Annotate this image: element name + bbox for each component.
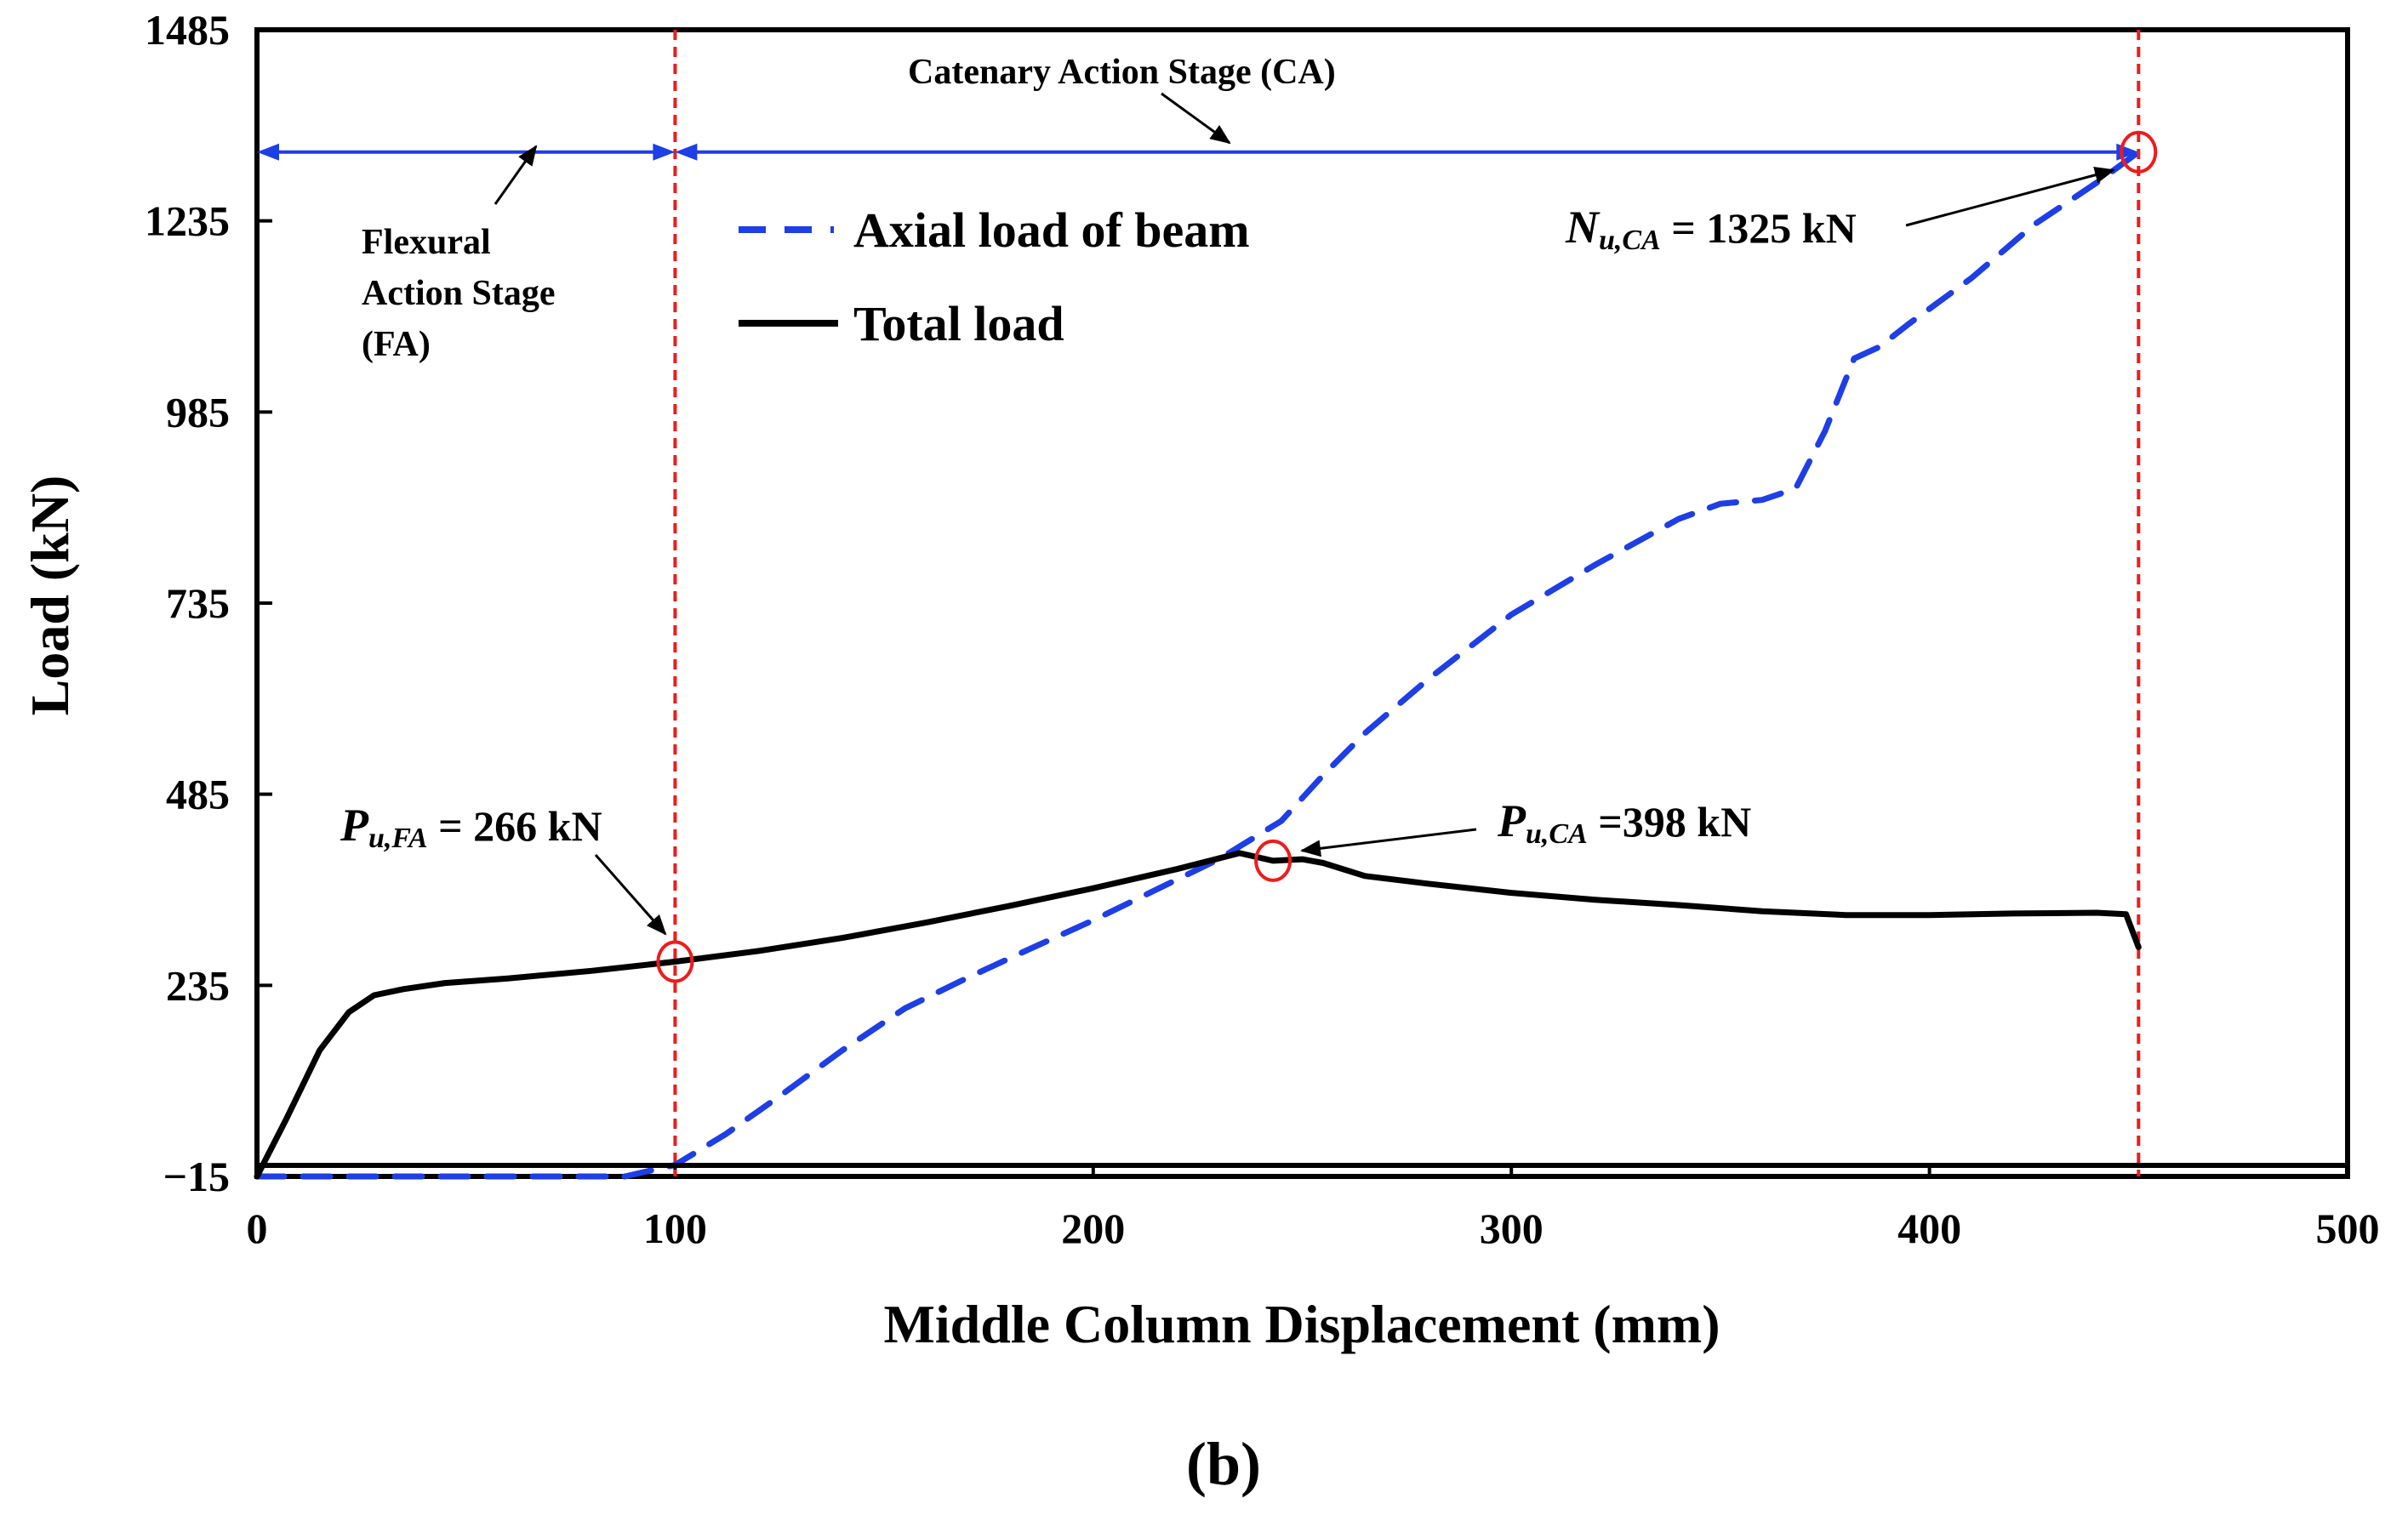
y-tick-label: 1485 (145, 6, 230, 54)
p-fa-value: = 266 kN (428, 802, 602, 850)
n-ca-subscript: u,CA (1599, 225, 1661, 256)
y-axis-ticks: −15 235 485 735 985 1235 1485 (145, 6, 272, 1200)
x-tick-label: 200 (1061, 1205, 1125, 1252)
p-ca-pointer-arrow (1300, 828, 1477, 857)
y-tick-label: 485 (166, 771, 230, 818)
x-tick-label: 400 (1897, 1205, 1961, 1252)
svg-text:Pu,CA =398 kN: Pu,CA =398 kN (1497, 795, 1751, 850)
y-tick-label: −15 (163, 1153, 231, 1200)
plot-area-frame (254, 27, 2350, 1179)
y-tick-label: 235 (166, 961, 230, 1009)
stage-arrow-head-right (653, 143, 676, 161)
n-ca-symbol: N (1565, 202, 1601, 253)
y-axis-title: Load (kN) (20, 476, 80, 716)
catenary-stage-label: Catenary Action Stage (CA) (908, 53, 1336, 145)
n-ca-pointer-arrow (1905, 167, 2115, 227)
marker-p-ca (1254, 839, 1292, 882)
x-tick-label: 300 (1480, 1205, 1544, 1252)
figure-caption: (b) (1186, 1430, 1261, 1498)
x-axis-ticks: 0 100 200 300 400 500 (247, 1165, 2380, 1252)
x-tick-label: 0 (247, 1205, 268, 1252)
y-tick-label: 1235 (145, 197, 230, 245)
svg-text:Pu,FA = 266 kN: Pu,FA = 266 kN (340, 800, 602, 854)
marker-n-ca (2120, 130, 2158, 174)
flexural-line-3: (FA) (362, 325, 431, 364)
annotation-p-ca: Pu,CA =398 kN (1300, 795, 1751, 857)
legend: Axial load of beam Total load (739, 202, 1250, 351)
legend-label-total: Total load (853, 296, 1064, 351)
svg-text:Nu,CA = 1325 kN: Nu,CA = 1325 kN (1565, 202, 1857, 256)
n-ca-value: = 1325 kN (1661, 204, 1857, 252)
peak-markers (656, 130, 2158, 983)
p-ca-subscript: u,CA (1526, 818, 1588, 850)
catenary-label-text: Catenary Action Stage (CA) (908, 53, 1336, 92)
series-group (254, 149, 2142, 1180)
stage-arrow-head-left (675, 143, 698, 161)
stage-arrows (257, 143, 2139, 161)
flexural-stage-label: Flexural Action Stage (FA) (362, 145, 555, 364)
p-fa-subscript: u,FA (368, 823, 428, 854)
annotation-p-fa: Pu,FA = 266 kN (340, 800, 667, 936)
x-tick-label: 100 (643, 1205, 707, 1252)
x-tick-label: 500 (2316, 1205, 2380, 1252)
flexural-line-1: Flexural (362, 223, 491, 262)
annotation-n-ca: Nu,CA = 1325 kN (1565, 167, 2115, 256)
stage-boundary-lines (673, 30, 2141, 1176)
flexural-pointer-arrow (494, 145, 538, 205)
p-fa-symbol: P (340, 800, 369, 851)
series-axial-load-line (254, 149, 2142, 1180)
p-ca-symbol: P (1497, 795, 1526, 846)
p-ca-value: =398 kN (1588, 798, 1751, 846)
marker-p-fa (656, 940, 694, 983)
flexural-line-2: Action Stage (362, 274, 555, 313)
x-axis-title: Middle Column Displacement (mm) (883, 1294, 1720, 1354)
p-fa-pointer-arrow (594, 854, 667, 936)
series-total-load-line (254, 850, 2142, 1180)
y-tick-label: 735 (166, 579, 230, 627)
stage-arrow-head-left (257, 143, 279, 161)
y-tick-label: 985 (166, 388, 230, 436)
legend-label-axial: Axial load of beam (853, 202, 1250, 258)
catenary-pointer-arrow (1161, 92, 1231, 145)
